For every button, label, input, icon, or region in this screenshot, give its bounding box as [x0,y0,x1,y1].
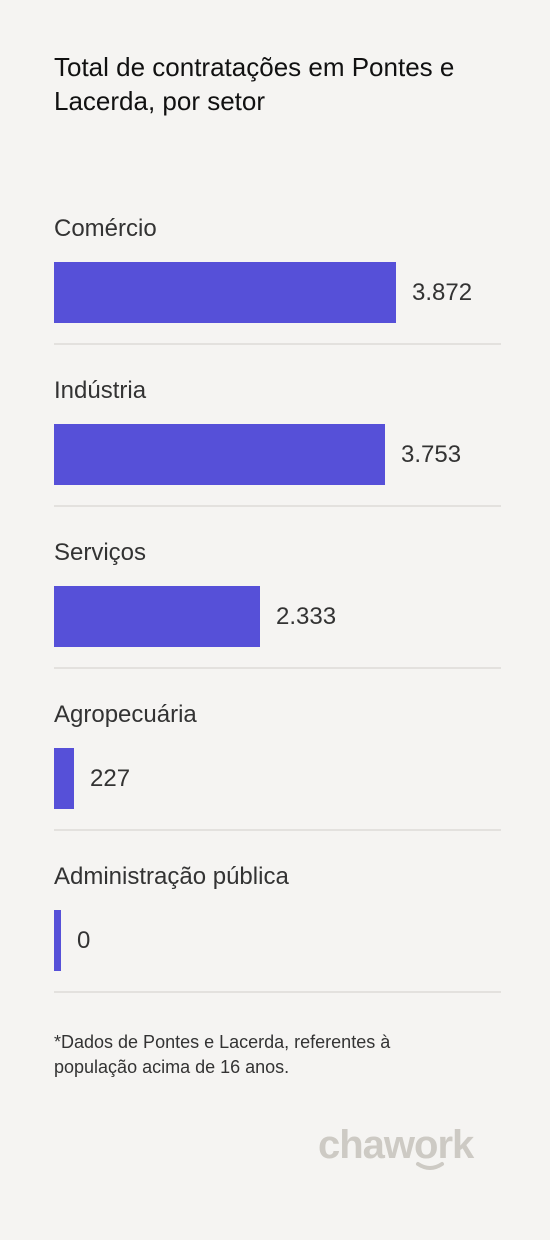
category-label: Indústria [54,377,147,404]
category-label: Serviços [54,539,147,566]
bar-value-label: 3.872 [412,279,473,306]
footnote: *Dados de Pontes e Lacerda, referentes à… [54,1032,391,1077]
row-divider [54,991,501,993]
row-divider [54,829,501,831]
bar [54,586,260,647]
row-divider [54,505,501,507]
bar [54,910,61,971]
bar-chart: Comércio 3.872 Indústria 3.753 Serviços 2.333… [54,200,501,1010]
bar-row: Administração pública 0 [54,848,501,1010]
chart-title: Total de contratações em Pontes e Lacerd… [54,52,455,116]
category-label: Administração pública [54,863,289,890]
bar-row: Serviços 2.333 [54,524,501,686]
bar-value-label: 2.333 [276,603,337,630]
bar-value-label: 3.753 [401,441,462,468]
bar [54,424,385,485]
category-label: Comércio [54,215,157,242]
bar-row: Indústria 3.753 [54,362,501,524]
logo-swoosh [416,1162,444,1170]
row-divider [54,667,501,669]
bar-row: Comércio 3.872 [54,200,501,362]
bar-row: Agropecuária 227 [54,686,501,848]
category-label: Agropecuária [54,701,197,728]
bar [54,262,396,323]
logo-text: chawork [318,1123,475,1167]
row-divider [54,343,501,345]
bar-value-label: 227 [90,765,131,792]
bar [54,748,74,809]
bar-value-label: 0 [77,927,91,954]
chawork-logo: chawork [318,1123,476,1170]
